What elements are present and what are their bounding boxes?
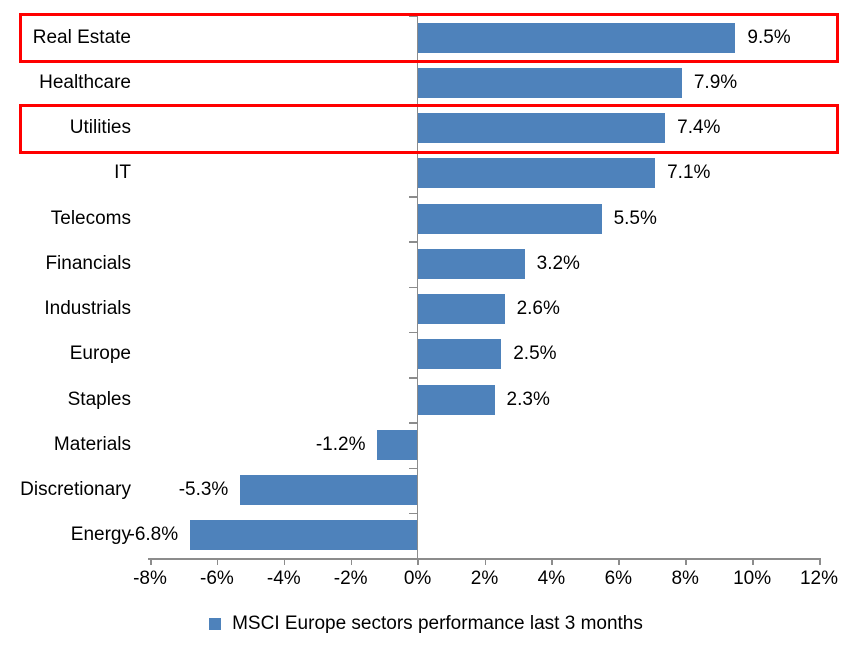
- category-axis-tick: [408, 196, 418, 198]
- value-label: 9.5%: [747, 26, 791, 48]
- x-axis-tick-label: -6%: [199, 568, 234, 589]
- x-axis-tick: [283, 558, 286, 565]
- category-label: Staples: [67, 388, 131, 410]
- category-axis-tick: [408, 286, 418, 288]
- bar-financials: [417, 248, 525, 279]
- bar-materials: [377, 429, 418, 460]
- x-axis-tick-label: 12%: [799, 568, 839, 589]
- x-axis-tick-label: 4%: [537, 568, 566, 589]
- category-label: Utilities: [69, 117, 131, 139]
- bar-it: [417, 158, 656, 189]
- x-axis-tick: [484, 558, 486, 565]
- x-axis-tick-label: -8%: [133, 568, 167, 589]
- category-label: IT: [114, 162, 131, 184]
- x-axis-tick: [216, 558, 219, 565]
- bar-europe: [417, 339, 502, 370]
- legend-swatch-icon: [209, 618, 222, 630]
- bar-healthcare: [417, 67, 682, 98]
- x-axis-tick: [685, 558, 687, 565]
- category-axis-tick: [408, 512, 418, 515]
- category-label: Europe: [69, 343, 131, 365]
- x-axis-tick: [350, 558, 353, 565]
- x-axis-tick-label: 8%: [671, 568, 699, 589]
- x-axis-tick-label: 2%: [470, 568, 499, 589]
- x-axis-tick: [752, 558, 754, 565]
- category-label: Healthcare: [39, 71, 131, 93]
- category-axis-tick: [408, 422, 418, 424]
- value-label: 7.4%: [677, 117, 721, 139]
- category-label: Discretionary: [20, 479, 131, 501]
- category-axis-tick: [408, 377, 418, 379]
- bar-real-estate: [417, 22, 736, 53]
- x-axis-tick-label: 6%: [604, 568, 633, 589]
- category-label: Industrials: [44, 298, 131, 320]
- value-label: 2.3%: [506, 388, 550, 410]
- bar-telecoms: [417, 203, 602, 234]
- category-axis-tick: [408, 150, 418, 153]
- value-label: 2.5%: [513, 343, 557, 365]
- category-axis-tick: [408, 60, 418, 62]
- x-axis-tick: [819, 558, 821, 565]
- bar-staples: [417, 384, 495, 415]
- category-axis-line: [416, 15, 419, 565]
- category-axis-tick: [408, 331, 418, 334]
- value-label: -1.2%: [315, 433, 366, 455]
- category-label: Telecoms: [50, 207, 131, 229]
- x-axis-tick: [150, 558, 152, 565]
- category-axis-tick: [408, 467, 418, 469]
- value-label: 3.2%: [536, 252, 580, 274]
- bar-energy: [190, 520, 418, 551]
- category-axis-tick: [408, 241, 418, 243]
- x-axis-tick-label: -2%: [333, 568, 368, 589]
- x-axis-tick-label: 10%: [733, 568, 772, 589]
- value-label: -5.3%: [178, 479, 229, 501]
- x-axis-tick: [551, 558, 553, 565]
- category-axis-tick: [408, 15, 418, 17]
- chart-legend: MSCI Europe sectors performance last 3 m…: [0, 608, 852, 640]
- bar-discretionary: [240, 475, 418, 506]
- category-label: Materials: [53, 433, 131, 455]
- x-axis-tick: [618, 558, 620, 565]
- x-axis-tick: [417, 558, 420, 565]
- category-label: Energy: [70, 524, 131, 546]
- bar-industrials: [417, 294, 505, 325]
- legend-label: MSCI Europe sectors performance last 3 m…: [232, 613, 643, 634]
- value-label: 7.1%: [667, 162, 711, 184]
- category-axis-tick: [408, 105, 418, 107]
- bar-utilities: [417, 113, 666, 144]
- value-label: -6.8%: [128, 524, 179, 546]
- value-label: 2.6%: [516, 298, 560, 320]
- category-label: Real Estate: [32, 26, 131, 48]
- x-axis-tick-label: 0%: [403, 568, 432, 589]
- value-label: 5.5%: [613, 207, 657, 229]
- value-label: 7.9%: [693, 71, 738, 93]
- category-label: Financials: [45, 252, 131, 274]
- x-axis-tick-label: -4%: [266, 568, 301, 589]
